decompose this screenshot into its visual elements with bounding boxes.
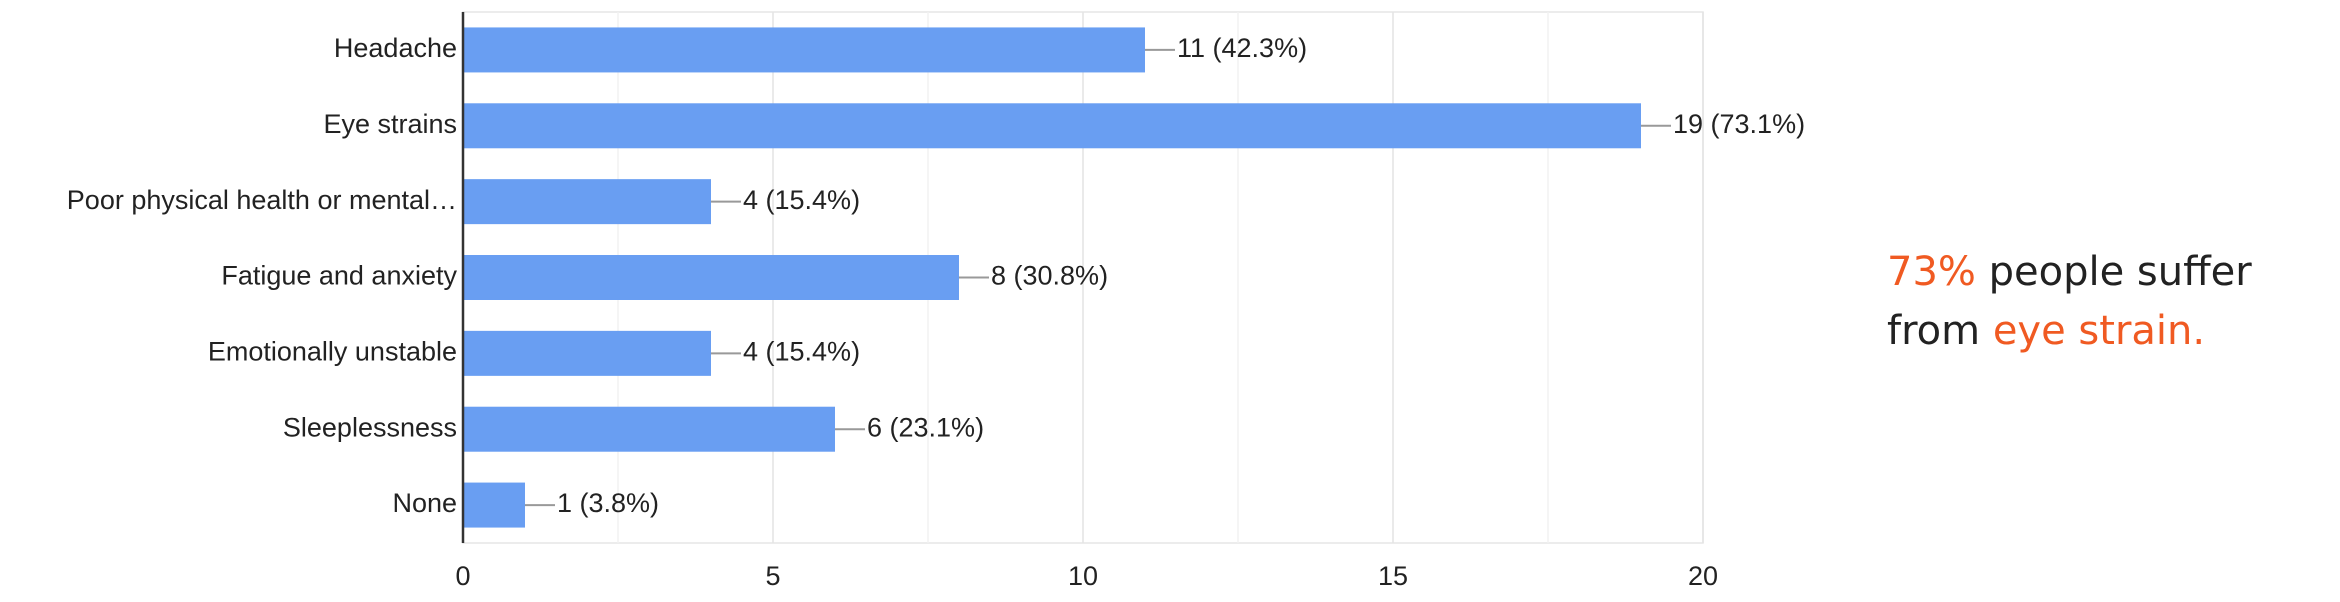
y-tick-label: None (392, 488, 457, 518)
bar (463, 179, 711, 225)
x-tick-label: 15 (1378, 561, 1408, 591)
x-tick-label: 10 (1068, 561, 1098, 591)
value-label: 19 (73.1%) (1673, 109, 1805, 139)
bar (463, 482, 525, 528)
bar (463, 406, 835, 452)
annotation-part: people suffer (1976, 249, 2252, 295)
annotation-part: 73% (1887, 249, 1976, 295)
x-tick-label: 5 (765, 561, 780, 591)
annotation: 73% people suffer (1887, 249, 2252, 295)
y-tick-label: Emotionally unstable (208, 336, 457, 366)
y-tick-label: Headache (334, 33, 457, 63)
value-label: 8 (30.8%) (991, 261, 1108, 291)
annotation: from eye strain. (1887, 308, 2205, 354)
y-tick-label: Poor physical health or mental… (67, 185, 457, 215)
value-label: 4 (15.4%) (743, 185, 860, 215)
annotation-part: from (1887, 308, 1993, 354)
value-label: 4 (15.4%) (743, 336, 860, 366)
bar (463, 330, 711, 376)
x-tick-label: 0 (455, 561, 470, 591)
bar (463, 255, 959, 300)
y-tick-label: Sleeplessness (283, 412, 457, 442)
y-tick-label: Eye strains (323, 109, 457, 139)
y-tick-label: Fatigue and anxiety (221, 261, 457, 291)
value-label: 11 (42.3%) (1177, 33, 1307, 63)
bar (463, 103, 1641, 149)
annotation-part: eye strain. (1993, 308, 2205, 354)
value-label: 6 (23.1%) (867, 412, 984, 442)
x-tick-label: 20 (1688, 561, 1718, 591)
bar (463, 27, 1145, 73)
value-label: 1 (3.8%) (557, 488, 659, 518)
